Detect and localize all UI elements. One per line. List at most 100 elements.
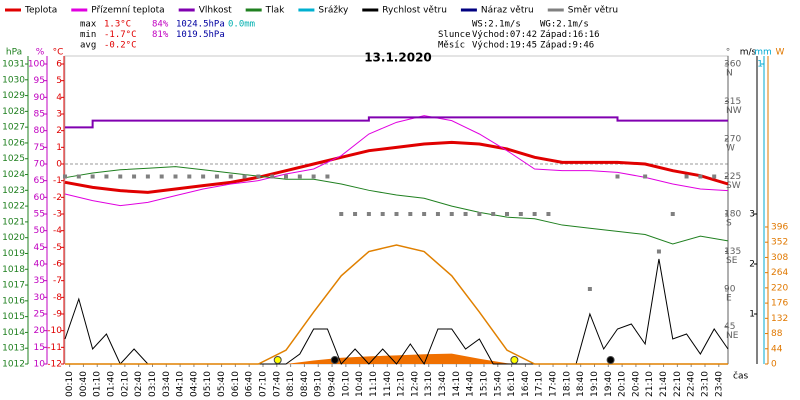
point xyxy=(587,287,592,291)
stat-value: -0.2°C xyxy=(104,41,137,51)
sun-info: Slunce xyxy=(438,30,471,40)
y-tick-label: 132 xyxy=(771,314,788,324)
y-tick-label: 1022 xyxy=(2,202,25,212)
y-tick-label: 25 xyxy=(34,310,45,320)
point xyxy=(228,174,233,179)
y-tick-label: 45 xyxy=(34,243,45,253)
y-tick-label: 80 xyxy=(34,126,46,136)
y-tick-label: 1018 xyxy=(2,265,25,275)
y-tick-label: 3 xyxy=(56,110,62,120)
y-tick-label: -6 xyxy=(53,260,62,270)
point xyxy=(366,212,371,216)
y-tick-label: 95 xyxy=(34,76,45,86)
y-tick-label: 1014 xyxy=(2,328,25,338)
x-tick-label: 09:10 xyxy=(314,371,324,397)
y-tick-label: 1031 xyxy=(2,60,25,70)
x-tick-label: 20:10 xyxy=(618,371,628,397)
point xyxy=(104,174,109,179)
x-tick-label: 17:40 xyxy=(549,371,559,397)
y-tick-label: 1 xyxy=(56,143,62,153)
point xyxy=(656,249,661,254)
y-tick-label: 270 xyxy=(724,135,741,145)
point xyxy=(76,174,81,179)
y-tick-label: 10 xyxy=(34,360,46,370)
stat-value: 1024.5hPa xyxy=(176,20,225,30)
x-tick-label: 18:40 xyxy=(576,371,586,397)
point xyxy=(214,174,219,179)
series-line xyxy=(64,140,729,194)
x-tick-label: 19:10 xyxy=(590,371,600,397)
x-tick-label: 18:10 xyxy=(562,371,572,397)
series-line xyxy=(65,244,728,365)
y-tick-label: 1027 xyxy=(2,123,25,133)
x-tick-label: 04:40 xyxy=(189,371,199,397)
y-tick-label: -5 xyxy=(53,243,62,253)
y-tick-label: 315 xyxy=(724,97,741,107)
y-tick-label: -11 xyxy=(47,343,62,353)
y-tick-label: 3 xyxy=(749,210,755,220)
y-tick-label: 135 xyxy=(724,247,741,257)
x-tick-label: 15:10 xyxy=(479,371,489,397)
y-tick-label: 1021 xyxy=(2,217,25,227)
y-tick-label: 45 xyxy=(724,322,735,332)
y-tick-label: 1030 xyxy=(2,75,25,85)
series-area xyxy=(65,353,728,364)
y-tick-label: 35 xyxy=(34,276,45,286)
y-tick-label: 308 xyxy=(771,253,788,263)
y-tick-label: 100 xyxy=(28,60,45,70)
y-tick-label: 180 xyxy=(724,210,741,220)
series-line xyxy=(64,115,729,207)
y-tick-label: 1012 xyxy=(2,360,25,370)
x-tick-label: 08:10 xyxy=(286,371,296,397)
y-tick-label: -3 xyxy=(53,210,62,220)
y-tick-label: 220 xyxy=(771,283,788,293)
x-tick-label: 19:40 xyxy=(604,371,614,397)
y-tick-label: -10 xyxy=(47,326,62,336)
stat-value: 1.3°C xyxy=(104,20,131,30)
y-tick-label: 1015 xyxy=(2,312,25,322)
x-tick-label: 07:10 xyxy=(258,371,268,397)
point xyxy=(712,174,717,179)
legend-label: Směr větru xyxy=(568,6,618,16)
x-tick-label: 23:10 xyxy=(700,371,710,397)
y-tick-label: 65 xyxy=(34,176,45,186)
compass-label: E xyxy=(726,294,732,304)
y-tick-label: 60 xyxy=(34,193,46,203)
y-tick-label: 0 xyxy=(56,160,62,170)
point xyxy=(698,174,703,179)
point xyxy=(201,174,206,179)
compass-label: N xyxy=(726,69,733,79)
y-tick-label: 1 xyxy=(749,310,755,320)
y-tick-label: 396 xyxy=(771,222,788,232)
x-tick-label: 09:40 xyxy=(328,371,338,397)
y-tick-label: -12 xyxy=(47,360,62,370)
y-tick-label: 264 xyxy=(771,268,788,278)
y-tick-label: 90 xyxy=(724,285,736,295)
x-tick-label: 11:40 xyxy=(383,371,393,397)
compass-label: W xyxy=(726,144,735,154)
stat-value: avg xyxy=(80,41,96,51)
point xyxy=(643,174,648,179)
x-tick-label: 11:10 xyxy=(369,371,379,397)
y-tick-label: 1020 xyxy=(2,233,25,243)
y-tick-label: 44 xyxy=(771,344,783,354)
x-tick-label: 06:40 xyxy=(245,371,255,397)
x-tick-label: 21:40 xyxy=(659,371,669,397)
point xyxy=(449,212,454,216)
point xyxy=(284,174,288,179)
y-tick-label: 70 xyxy=(34,160,46,170)
sun-info: Východ:07:42 xyxy=(472,30,537,40)
y-tick-label: 50 xyxy=(34,226,46,236)
point xyxy=(270,174,275,179)
point xyxy=(518,212,523,216)
x-tick-label: 04:10 xyxy=(176,371,186,397)
y-tick-label: 1017 xyxy=(2,281,25,291)
y-tick-label: 0 xyxy=(771,360,777,370)
y-tick-label: 1 xyxy=(757,60,763,70)
y-tick-label: 1016 xyxy=(2,296,25,306)
point xyxy=(435,212,440,216)
point xyxy=(477,212,482,216)
x-tick-label: 12:40 xyxy=(410,371,420,397)
